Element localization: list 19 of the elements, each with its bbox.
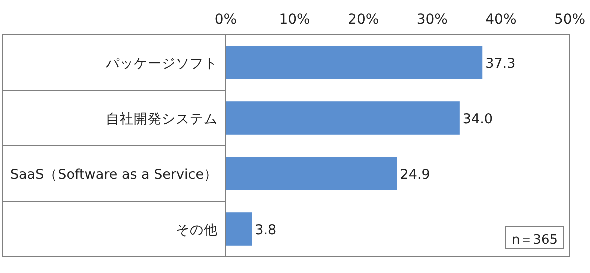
x-tick-label: 0% [214, 12, 238, 28]
y-tick-label: 自社開発システム [106, 111, 218, 128]
x-tick-label: 10% [279, 12, 310, 28]
x-tick-label: 40% [486, 12, 517, 28]
bar [226, 212, 252, 246]
data-label: 34.0 [462, 111, 493, 128]
x-tick-label: 30% [416, 12, 448, 28]
x-tick-label: 50% [554, 12, 586, 28]
bar [226, 46, 483, 80]
data-label: 24.9 [400, 166, 430, 183]
bar [226, 157, 398, 190]
annotation: n＝365 [512, 233, 558, 248]
bar [226, 102, 460, 135]
x-tick-label: 20% [348, 12, 380, 28]
y-tick-label: その他 [176, 222, 218, 238]
data-label: 37.3 [486, 56, 516, 72]
data-label: 3.8 [255, 222, 277, 238]
y-tick-label: パッケージソフト [105, 56, 218, 72]
y-tick-label: SaaS（Software as a Service） [10, 166, 218, 183]
